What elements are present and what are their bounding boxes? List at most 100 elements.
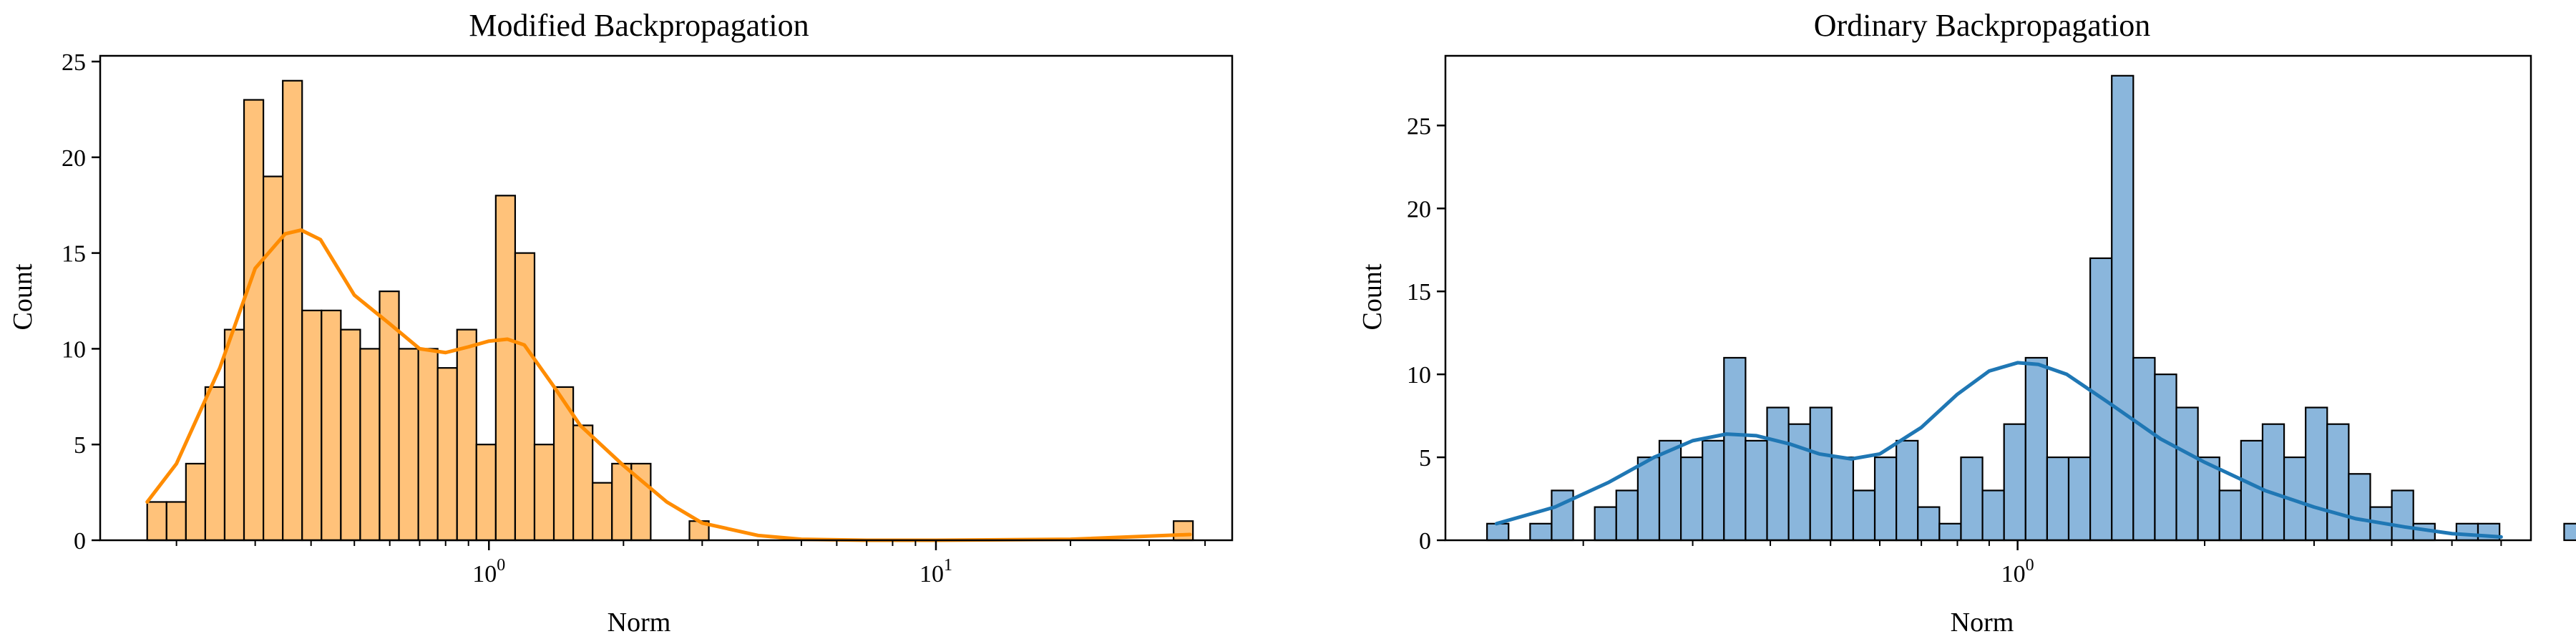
histogram-bar	[398, 348, 419, 542]
y-axis-label: Count	[8, 263, 38, 330]
histogram-bar	[1938, 522, 1962, 542]
histogram-bar	[165, 501, 187, 542]
histogram-bar	[2067, 456, 2092, 542]
histogram-bar	[1172, 520, 1194, 542]
y-tick-label: 10	[1407, 362, 1431, 389]
histogram-bar	[2046, 456, 2070, 542]
histogram-panel-modified: Modified Backpropagation Norm Count 0 5 10…	[8, 8, 1234, 638]
histogram-bar	[1529, 522, 1553, 542]
histogram-bars	[146, 79, 1194, 542]
histogram-bar	[611, 462, 633, 542]
histogram-bar	[1830, 456, 1855, 542]
x-axis: 100	[2001, 540, 2034, 587]
histogram-bar	[1679, 456, 1704, 542]
histogram-bar	[2154, 374, 2177, 542]
histogram-bar	[2391, 489, 2414, 542]
histogram-bar	[2111, 74, 2135, 542]
histogram-bar	[1766, 406, 1790, 542]
histogram-bar	[185, 462, 206, 542]
histogram-bar	[436, 367, 458, 542]
x-axis-label: Norm	[1951, 608, 2014, 638]
histogram-bar	[1981, 489, 2005, 542]
histogram-bar	[2218, 489, 2242, 542]
histogram-bar	[223, 328, 245, 542]
histogram-bar	[1960, 456, 1984, 542]
x-minor-ticks	[175, 540, 1206, 546]
histogram-bar	[1873, 456, 1898, 542]
histogram-bar	[2197, 456, 2220, 542]
y-axis-label: Count	[1357, 263, 1387, 330]
histogram-bar	[494, 195, 517, 542]
chart-title: Ordinary Backpropagation	[1814, 8, 2150, 43]
histogram-bar	[1723, 356, 1747, 542]
y-axis: 0 5 10 15 20 25	[1407, 113, 1445, 555]
plot-frame	[99, 54, 1234, 542]
y-tick-label: 0	[1419, 528, 1431, 555]
y-tick-label: 15	[62, 241, 86, 268]
histogram-bar	[1852, 489, 1876, 542]
kde-curve	[1494, 361, 2503, 539]
y-tick-label: 15	[1407, 279, 1431, 306]
histogram-bar	[301, 309, 323, 542]
y-tick-label: 0	[74, 528, 86, 555]
histogram-bar	[456, 328, 477, 542]
y-tick-label: 25	[62, 49, 86, 76]
plot-frame	[1444, 54, 2532, 542]
histogram-bar	[1636, 456, 1661, 542]
histogram-bar	[263, 175, 284, 542]
histogram-bar	[475, 444, 497, 542]
kde-curve	[145, 228, 1192, 542]
histogram-bar	[282, 79, 303, 542]
histogram-bar	[1745, 439, 1768, 542]
histogram-bar	[340, 328, 361, 542]
histogram-bar	[1787, 423, 1811, 542]
x-minor-ticks	[1582, 540, 2502, 546]
histogram-panel-ordinary: Ordinary Backpropagation Norm Count 0 5 10…	[1357, 8, 2576, 638]
histogram-bar	[204, 386, 226, 542]
histogram-bar	[1486, 522, 1510, 542]
histogram-bar	[1702, 439, 1725, 542]
y-tick-label: 5	[74, 432, 86, 459]
histogram-bar	[2175, 406, 2199, 542]
histogram-bar	[417, 348, 439, 542]
x-axis: 100 101	[472, 540, 952, 587]
chart-title: Modified Backpropagation	[469, 8, 809, 43]
histogram-bar	[1917, 506, 1941, 542]
histogram-bar	[146, 501, 167, 542]
histogram-bar	[2132, 356, 2156, 542]
y-tick-label: 25	[1407, 113, 1431, 140]
y-tick-label: 5	[1419, 445, 1431, 472]
histogram-bar	[1594, 506, 1617, 542]
x-axis-label: Norm	[608, 608, 671, 638]
x-tick-label: 101	[919, 556, 952, 587]
histogram-bar	[1658, 439, 1682, 542]
histogram-bar	[1551, 489, 1574, 542]
histogram-bar	[2326, 423, 2350, 542]
y-tick-label: 20	[1407, 196, 1431, 223]
histogram-bar	[688, 520, 710, 542]
histogram-bar	[2003, 423, 2026, 542]
y-axis: 0 5 10 15 20 25	[62, 49, 100, 555]
histogram-bar	[359, 348, 381, 542]
histogram-bar	[1896, 439, 1919, 542]
histogram-bars	[1486, 74, 2576, 542]
y-tick-label: 20	[62, 145, 86, 172]
x-tick-label: 100	[472, 556, 505, 587]
histogram-bar	[2024, 356, 2049, 542]
histogram-bar	[1615, 489, 1639, 542]
y-tick-label: 10	[62, 336, 86, 363]
histogram-bar	[533, 444, 555, 542]
x-tick-label: 100	[2001, 556, 2034, 587]
histogram-bar	[514, 252, 536, 542]
histogram-bar	[2455, 522, 2479, 542]
histogram-bar	[243, 99, 265, 542]
histogram-bar	[2305, 406, 2328, 542]
histogram-bar	[1809, 406, 1833, 542]
histogram-bar	[2261, 423, 2285, 542]
histogram-bar	[321, 309, 342, 542]
histogram-bar	[592, 482, 613, 542]
histogram-bar	[572, 424, 594, 542]
histogram-bar	[2563, 522, 2576, 542]
histogram-bar	[2240, 439, 2264, 542]
